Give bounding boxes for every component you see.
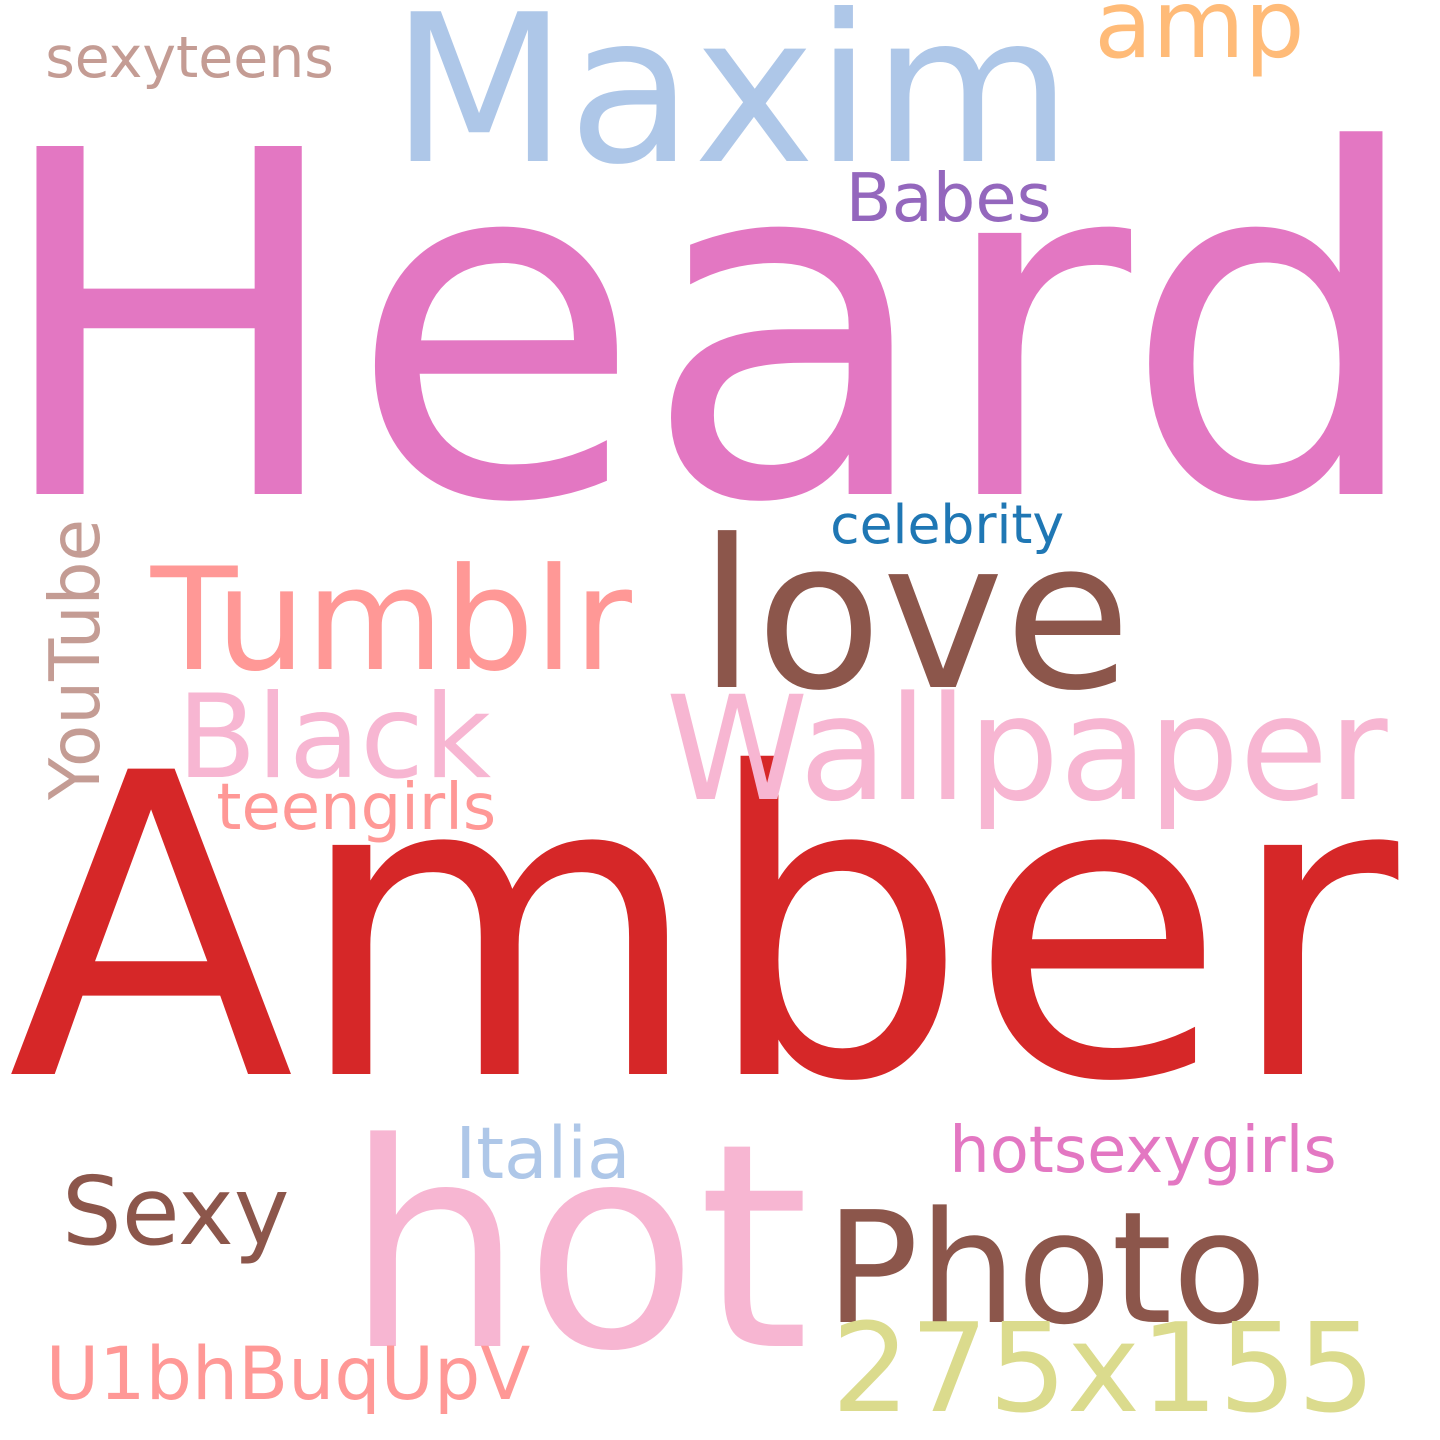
word-youtube: YouTube (36, 518, 117, 800)
word-photo: Photo (825, 1178, 1267, 1360)
word-amp: amp (1094, 0, 1305, 81)
word-maxim: Maxim (390, 0, 1073, 211)
word-tumblr: Tumblr (150, 538, 632, 704)
word-celebrity: celebrity (830, 492, 1065, 556)
word-sexy: Sexy (61, 1157, 290, 1267)
word-heard: Heard (0, 50, 1426, 607)
word-275x155: 275x155 (831, 1297, 1376, 1440)
word-u1bhbuqupv: U1bhBuqUpV (45, 1332, 531, 1417)
word-teengirls: teengirls (216, 770, 497, 845)
word-amber: Amber (7, 685, 1399, 1174)
word-babes: Babes (845, 158, 1052, 237)
word-black: Black (177, 670, 492, 806)
word-italia: Italia (455, 1112, 631, 1196)
word-love: love (698, 495, 1132, 736)
word-hot: hot (344, 1082, 810, 1413)
word-wallpaper: Wallpaper (665, 666, 1388, 835)
word-sexyteens: sexyteens (45, 25, 334, 92)
word-hotsexygirls: hotsexygirls (949, 1113, 1337, 1188)
